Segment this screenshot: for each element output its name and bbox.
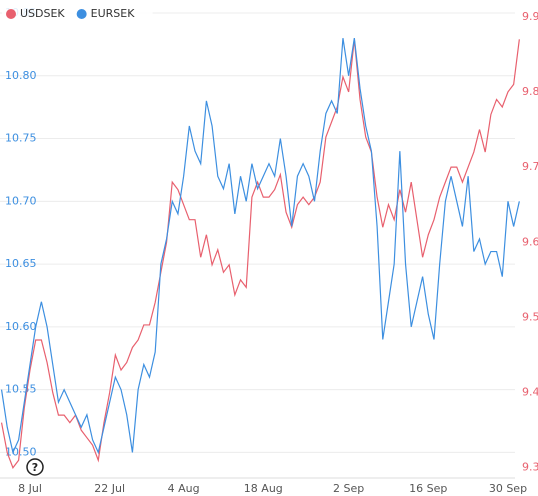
x-tick-label: 4 Aug	[168, 482, 200, 495]
y2-tick-label: 9.5	[522, 310, 538, 323]
x-tick-label: 8 Jul	[18, 482, 42, 495]
x-tick-label: 22 Jul	[94, 482, 125, 495]
help-badge	[26, 458, 44, 476]
y-tick-label: 10.50	[5, 445, 37, 458]
series-line	[0, 38, 520, 455]
y2-tick-label: 9.8	[522, 85, 538, 98]
x-tick-label: 16 Sep	[409, 482, 447, 495]
help-badge-label: ?	[32, 461, 38, 474]
y-tick-label: 10.70	[5, 194, 37, 207]
y-tick-label: 10.75	[5, 132, 37, 145]
y-tick-label: 10.80	[5, 69, 37, 82]
legend-label: USDSEK	[20, 7, 65, 20]
series-line	[0, 39, 520, 469]
legend-bg	[2, 5, 82, 23]
y2-tick-label: 9.7	[522, 160, 538, 173]
legend-swatch	[76, 9, 87, 19]
y2-tick-label: 9.6	[522, 235, 538, 248]
y-tick-label: 10.60	[5, 320, 37, 333]
x-tick-label: 30 Sep	[489, 482, 527, 495]
legend: USDSEK EURSEK	[2, 5, 153, 23]
x-tick-label: 2 Sep	[333, 482, 364, 495]
legend-swatch	[6, 9, 16, 19]
y-tick-label: 10.65	[5, 257, 37, 270]
y-tick-label: 10.55	[5, 383, 37, 396]
legend-label: EURSEK	[91, 7, 136, 20]
y2-tick-label: 9.4	[522, 386, 538, 399]
legend-bg	[72, 5, 153, 23]
y2-tick-label: 9.3	[522, 461, 538, 474]
x-tick-label: 18 Aug	[244, 482, 283, 495]
y2-tick-label: 9.9	[522, 10, 538, 23]
